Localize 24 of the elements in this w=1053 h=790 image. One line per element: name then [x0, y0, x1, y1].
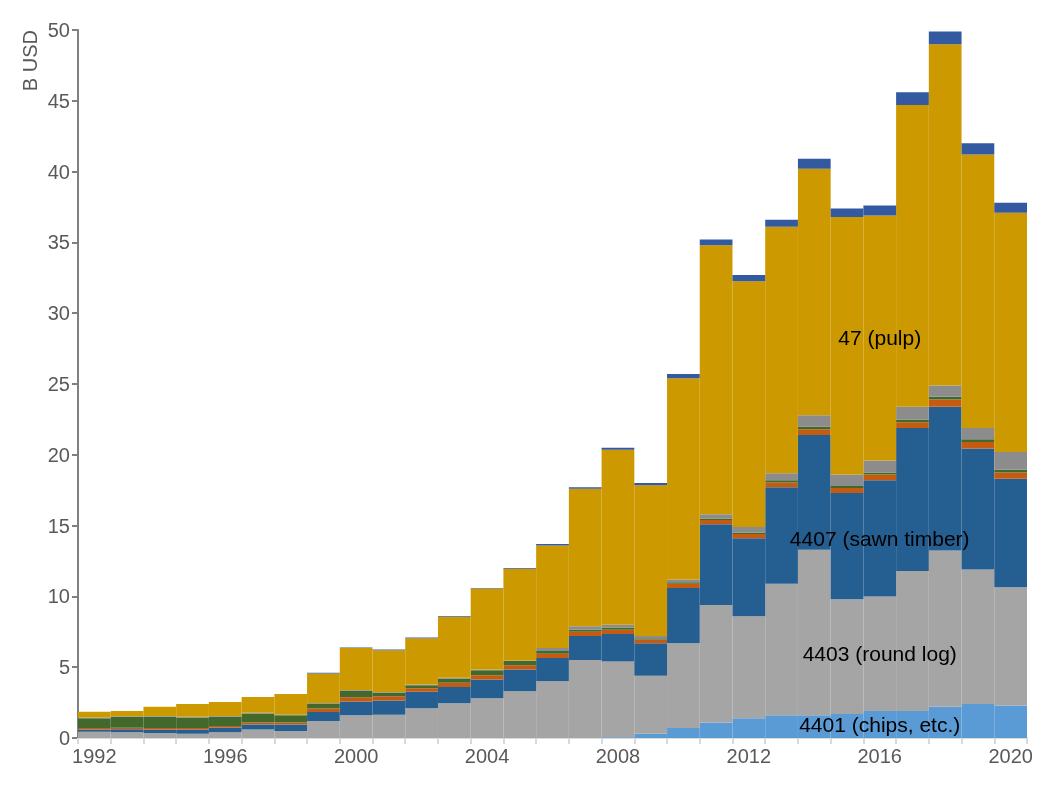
x-tick-label: 2004: [464, 745, 510, 767]
x-tick-label: 1992: [72, 745, 117, 767]
y-tick-label: 25: [47, 373, 70, 395]
y-tick-label: 0: [58, 727, 70, 749]
x-tick-label: 2008: [595, 745, 641, 767]
series-label: 4403 (round log): [802, 642, 957, 666]
x-tick-label: 2016: [857, 745, 902, 767]
x-tick-label: 2012: [726, 745, 772, 767]
series-label: 4407 (sawn timber): [789, 526, 970, 550]
x-tick-label: 2000: [333, 745, 379, 767]
y-axis-title: B USD: [19, 30, 41, 92]
y-tick-label: 20: [47, 443, 70, 466]
series-label: 47 (pulp): [838, 326, 922, 350]
y-tick-label: 50: [47, 19, 70, 41]
y-tick-label: 5: [58, 656, 70, 679]
series-label: 4401 (chips, etc.): [799, 713, 961, 737]
x-tick-label: 2020: [988, 745, 1033, 767]
y-tick-label: 30: [47, 302, 70, 325]
y-tick-label: 35: [47, 231, 70, 254]
y-tick-label: 40: [47, 160, 70, 183]
y-tick-label: 15: [47, 514, 70, 537]
y-tick-label: 10: [47, 585, 70, 608]
y-tick-label: 45: [47, 89, 70, 112]
x-tick-label: 1996: [203, 745, 248, 767]
